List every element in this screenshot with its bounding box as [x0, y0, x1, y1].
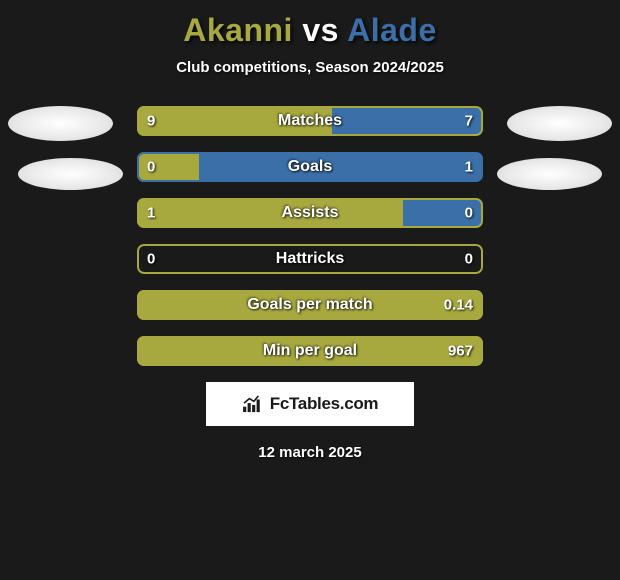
stat-row: Assists 1 0: [137, 198, 483, 228]
subtitle: Club competitions, Season 2024/2025: [0, 59, 620, 76]
stat-value-right: 967: [448, 343, 473, 360]
player2-name: Alade: [347, 12, 437, 48]
stat-value-right: 7: [465, 113, 473, 130]
stat-label: Matches: [278, 112, 342, 130]
brand-chart-icon: [242, 395, 264, 413]
bar-right-fill: [199, 152, 483, 182]
stat-row: Goals per match 0.14: [137, 290, 483, 320]
stat-value-right: 0: [465, 205, 473, 222]
stat-value-left: 0: [147, 251, 155, 268]
stat-label: Hattricks: [276, 250, 344, 268]
bar-right-fill: [332, 106, 483, 136]
stat-value-left: 1: [147, 205, 155, 222]
date-text: 12 march 2025: [0, 444, 620, 461]
stat-label: Goals: [288, 158, 332, 176]
brand-badge: FcTables.com: [206, 382, 414, 426]
stat-label: Goals per match: [247, 296, 372, 314]
stat-value-left: 0: [147, 159, 155, 176]
stat-row: Hattricks 0 0: [137, 244, 483, 274]
stat-value-right: 1: [465, 159, 473, 176]
player2-avatar-bottom: [497, 158, 602, 190]
vs-text: vs: [302, 12, 339, 48]
stat-label: Min per goal: [263, 342, 357, 360]
stat-value-left: 9: [147, 113, 155, 130]
stat-value-right: 0: [465, 251, 473, 268]
stat-bars: Matches97Goals01Assists10Hattricks00Goal…: [137, 106, 483, 366]
player1-name: Akanni: [183, 12, 293, 48]
player1-avatar-bottom: [18, 158, 123, 190]
stat-row: Min per goal 967: [137, 336, 483, 366]
comparison-title: Akanni vs Alade: [0, 0, 620, 49]
player2-avatar-top: [507, 106, 612, 141]
stat-row: Matches 9 7: [137, 106, 483, 136]
brand-text: FcTables.com: [270, 394, 379, 414]
stat-value-right: 0.14: [444, 297, 473, 314]
chart-area: Matches97Goals01Assists10Hattricks00Goal…: [0, 106, 620, 366]
bar-left-fill: [137, 198, 403, 228]
player1-avatar-top: [8, 106, 113, 141]
stat-row: Goals 0 1: [137, 152, 483, 182]
stat-label: Assists: [282, 204, 339, 222]
